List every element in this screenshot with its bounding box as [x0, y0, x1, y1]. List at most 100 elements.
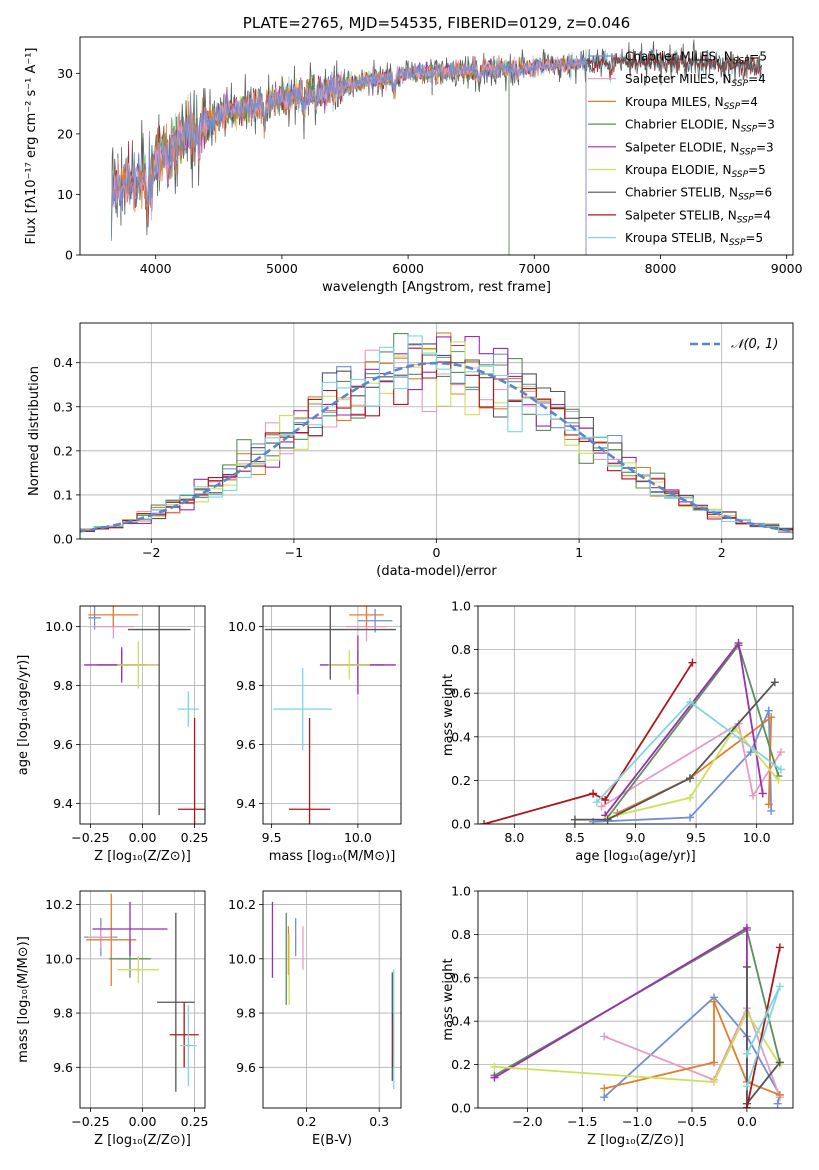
x-tick-label: 9.5 [686, 830, 706, 845]
x-tick-label: 0.25 [181, 830, 209, 845]
legend-label: Chabrier MILES, NSSP=5 [625, 50, 767, 67]
weight-marker [589, 789, 598, 798]
legend-series-name: Salpeter STELIB, N [625, 208, 737, 222]
plot-area [84, 606, 205, 824]
weight-marker [742, 1049, 751, 1058]
y-tick-label: 9.4 [236, 796, 256, 811]
legend-suffix: =3 [756, 140, 774, 154]
x-tick-label: 6000 [392, 261, 424, 276]
y-axis-label: Flux [fλ10⁻¹⁷ erg cm⁻² s⁻¹ A⁻¹] [24, 48, 39, 245]
weight-marker [767, 713, 776, 722]
panel-2: −2 −1 0 1 2 0.0 0.1 0.2 0.3 0.4 (data-model)/error… [27, 322, 794, 579]
x-tick-label: 10.0 [344, 830, 372, 845]
legend-subscript: SSP [741, 125, 758, 135]
weight-marker [770, 678, 779, 687]
y-tick-label: 9.8 [236, 1006, 256, 1021]
legend-subscript: SSP [724, 102, 741, 112]
axes-frame [262, 605, 402, 825]
legend-subscript: SSP [733, 57, 750, 67]
plot-area [271, 901, 395, 1090]
plot-area [480, 639, 785, 824]
legend-series-name: Chabrier MILES, N [625, 50, 733, 64]
x-tick-label: 9.0 [626, 830, 646, 845]
weight-marker [749, 791, 758, 800]
legend-subscript: SSP [738, 193, 755, 203]
legend-suffix: =4 [740, 95, 758, 109]
y-tick-label: 0.6 [451, 686, 471, 701]
y-tick-label: 1.0 [451, 599, 471, 614]
plot-area [264, 606, 396, 824]
x-tick-label: 4000 [140, 261, 172, 276]
panel-3: −0.25 0.00 0.25 9.4 9.6 9.8 10.0 Z [log₁₀(Z/Z⊙)… [16, 605, 209, 864]
error-bar-point [169, 1002, 199, 1068]
x-tick-label: 9.5 [262, 830, 282, 845]
x-tick-label: 0.25 [181, 1114, 209, 1129]
x-tick-label: 0.00 [129, 830, 157, 845]
plot-area [490, 923, 784, 1108]
legend-suffix: =3 [757, 118, 775, 132]
histogram-step [80, 347, 793, 533]
x-axis-label: Z [log₁₀(Z/Z⊙)] [94, 1133, 191, 1148]
error-bar-point [117, 641, 160, 689]
y-axis-label: Normed distribution [27, 366, 42, 496]
plot-area [80, 332, 793, 535]
error-bar-point [88, 606, 101, 630]
y-tick-label: 0.2 [451, 773, 471, 788]
y-tick-label: 9.8 [53, 1006, 73, 1021]
error-bar-point [88, 606, 139, 627]
histogram-step [80, 335, 793, 534]
weight-series [480, 658, 697, 824]
y-tick-label: 20 [57, 126, 73, 141]
x-axis-label: E(B-V) [312, 1133, 352, 1148]
panel-7: 0.2 0.3 9.6 9.8 10.0 10.2 E(B-V) [228, 890, 402, 1148]
x-tick-label: −0.5 [677, 1114, 707, 1129]
error-bar-point [264, 606, 396, 680]
weight-series [742, 982, 784, 1091]
legend-label: Kroupa MILES, NSSP=4 [625, 95, 758, 112]
weight-marker [709, 1058, 718, 1067]
x-axis-label: Z [log₁₀(Z/Z⊙)] [587, 1133, 684, 1148]
y-tick-label: 10.0 [45, 951, 73, 966]
y-tick-label: 9.4 [53, 796, 73, 811]
x-tick-label: 0.3 [369, 1114, 389, 1129]
weight-marker [775, 943, 784, 952]
panel-4: 9.5 10.0 9.4 9.6 9.8 10.0 mass [log₁₀(M/M⊙)] [228, 605, 402, 864]
legend-label: Kroupa ELODIE, NSSP=5 [625, 163, 766, 180]
y-axis-label: mass weight [441, 958, 456, 1040]
x-axis-label: wavelength [Angstrom, rest frame] [322, 280, 551, 295]
axes-frame [79, 605, 206, 825]
weight-series [592, 697, 785, 807]
weight-marker [734, 639, 743, 648]
panel-5: 8.0 8.5 9.0 9.5 10.0 0.0 0.2 0.4 0.6 0.8 1.0 age [l… [441, 599, 794, 864]
y-tick-label: 0.8 [451, 642, 471, 657]
weight-marker [764, 800, 773, 809]
y-tick-label: 0 [65, 248, 73, 263]
y-tick-label: 9.8 [236, 678, 256, 693]
weight-line [593, 710, 773, 823]
y-tick-label: 9.6 [236, 737, 256, 752]
x-tick-label: 5000 [266, 261, 298, 276]
y-tick-label: 10 [57, 187, 73, 202]
x-tick-label: 0.0 [737, 1114, 757, 1129]
x-tick-label: −2 [142, 545, 160, 560]
x-tick-label: 2 [718, 545, 726, 560]
x-tick-label: 0.2 [297, 1114, 317, 1129]
weight-marker [592, 798, 601, 807]
y-tick-label: 0.3 [53, 399, 73, 414]
y-tick-label: 1.0 [451, 884, 471, 899]
weight-marker [742, 923, 751, 932]
y-tick-label: 9.8 [53, 678, 73, 693]
x-tick-label: 9000 [771, 261, 803, 276]
y-tick-label: 0.1 [53, 487, 73, 502]
legend-subscript: SSP [739, 147, 756, 157]
legend-subscript: SSP [737, 215, 754, 225]
y-tick-label: 0.2 [451, 1057, 471, 1072]
weight-series [570, 678, 779, 824]
error-bar-point [288, 717, 331, 824]
weight-marker [775, 1090, 784, 1099]
spectrum-line [111, 51, 587, 255]
x-tick-label: −1 [285, 545, 303, 560]
x-axis-label: Z [log₁₀(Z/Z⊙)] [94, 849, 191, 864]
y-tick-label: 9.6 [53, 737, 73, 752]
